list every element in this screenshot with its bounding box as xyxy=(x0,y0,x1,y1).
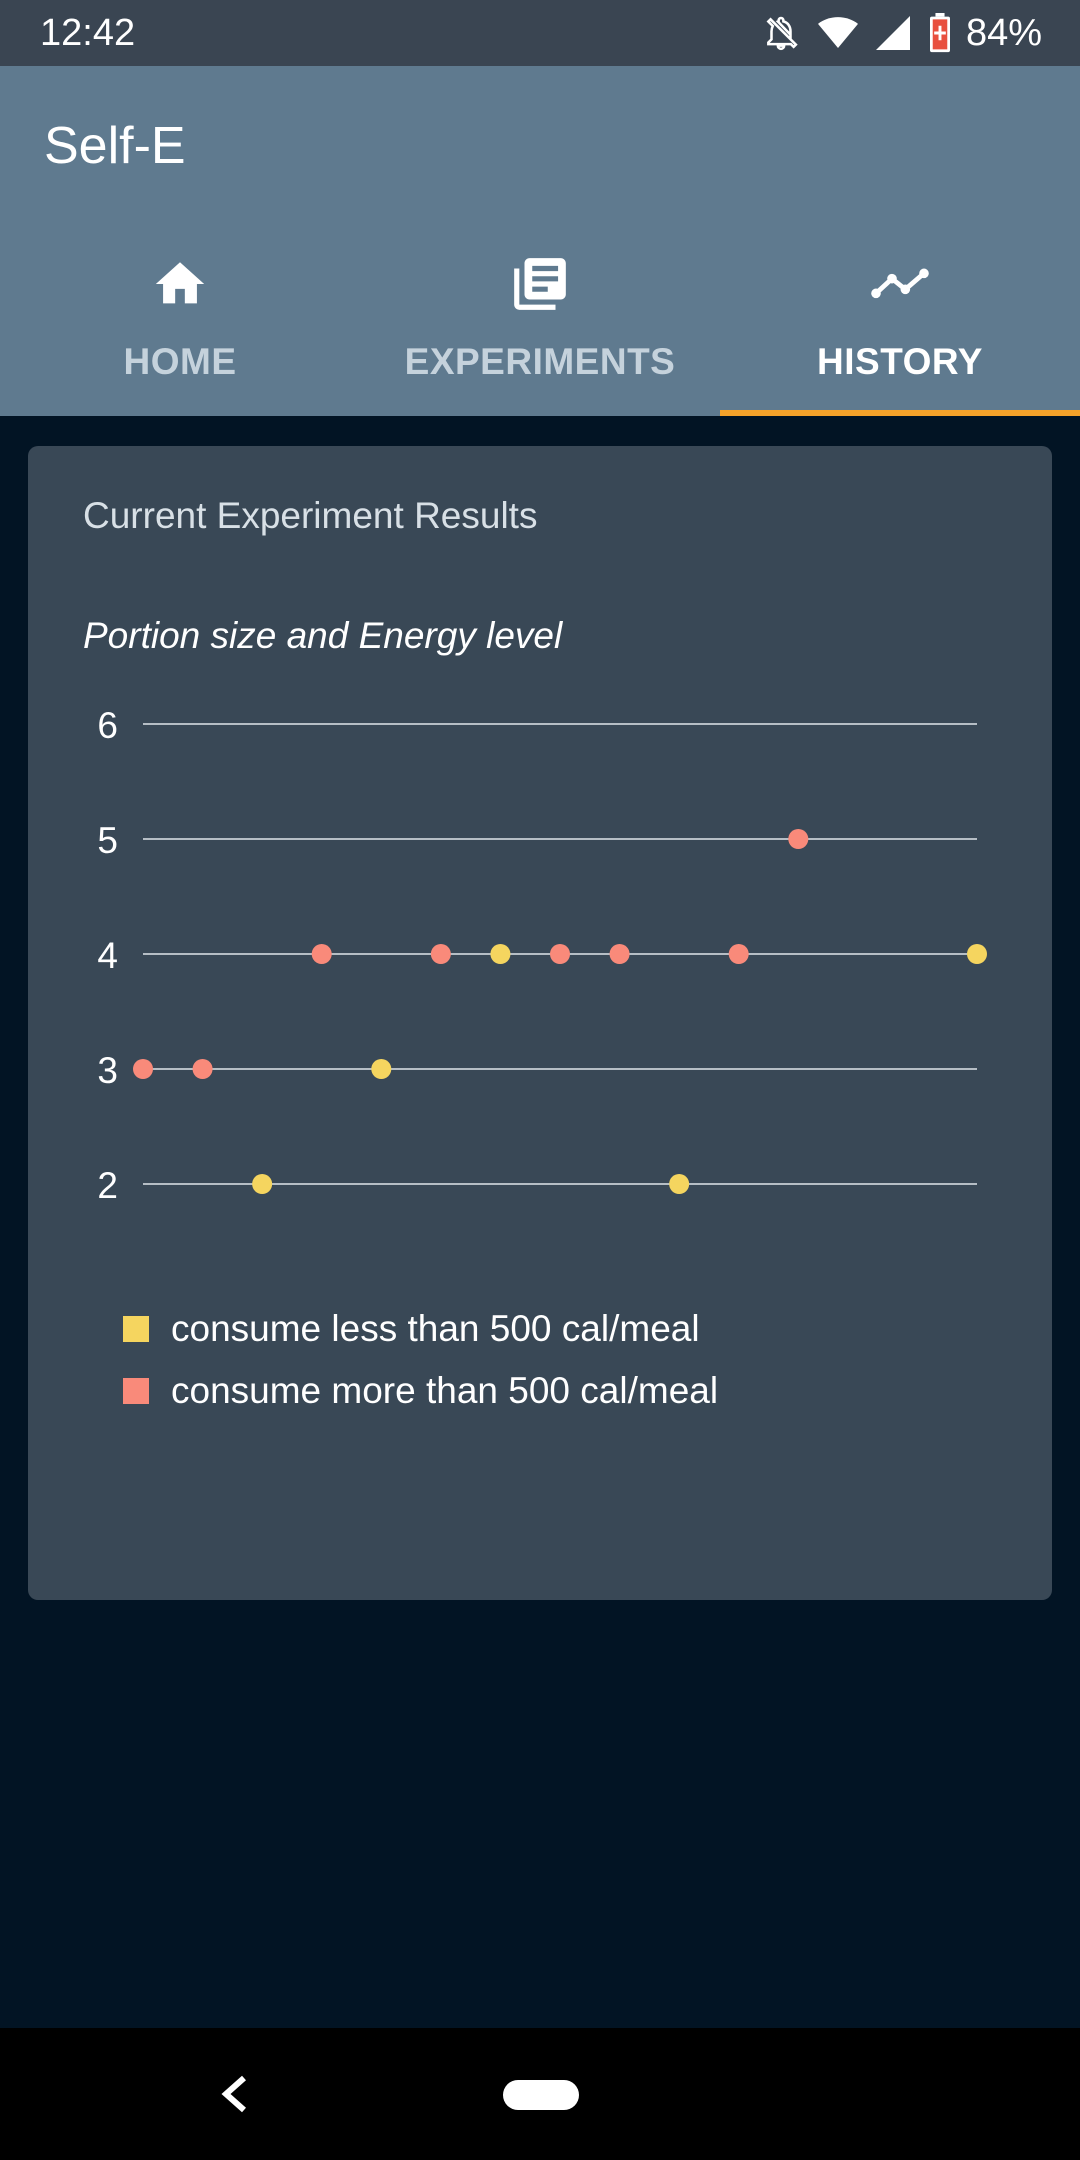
signal-icon xyxy=(875,15,910,51)
y-tick-label: 5 xyxy=(97,820,118,861)
y-tick-label: 2 xyxy=(97,1165,118,1206)
data-point-more xyxy=(609,944,630,964)
legend-swatch-more xyxy=(123,1378,149,1404)
timeline-icon xyxy=(720,254,1080,314)
y-tick-label: 6 xyxy=(97,705,118,746)
tab-experiments-label: EXPERIMENTS xyxy=(404,341,676,382)
y-tick-label: 4 xyxy=(97,935,118,976)
data-point-less xyxy=(490,944,511,964)
tab-history-label: HISTORY xyxy=(817,341,983,382)
legend-swatch-less xyxy=(123,1316,149,1342)
battery-icon xyxy=(928,13,952,53)
legend-label-less: consume less than 500 cal/meal xyxy=(171,1308,700,1349)
results-card: Current Experiment Results Portion size … xyxy=(28,446,1052,1600)
back-icon[interactable] xyxy=(218,2074,252,2114)
data-point-more xyxy=(430,944,451,964)
data-point-more xyxy=(133,1059,153,1079)
status-time: 12:42 xyxy=(40,12,136,54)
home-pill-button[interactable] xyxy=(503,2080,579,2110)
data-point-more xyxy=(550,944,570,964)
data-point-less xyxy=(669,1174,690,1194)
home-icon xyxy=(0,254,360,314)
data-point-more xyxy=(788,829,809,849)
legend-label-more: consume more than 500 cal/meal xyxy=(171,1370,719,1411)
legend-item-less: consume less than 500 cal/meal xyxy=(123,1298,718,1360)
y-tick-label: 3 xyxy=(97,1050,118,1091)
library-icon xyxy=(360,254,720,314)
status-icons: 84% xyxy=(762,10,1042,56)
chart-legend: consume less than 500 cal/meal consume m… xyxy=(123,1298,718,1422)
app-bar: Self-E HOME EXPERIMENTS xyxy=(0,66,1080,416)
data-point-more xyxy=(728,944,749,964)
data-point-less xyxy=(371,1059,392,1079)
card-title: Current Experiment Results xyxy=(83,495,538,536)
chart-title: Portion size and Energy level xyxy=(83,615,563,656)
data-point-less xyxy=(252,1174,273,1194)
app-title: Self-E xyxy=(44,117,186,175)
battery-percent: 84% xyxy=(965,12,1042,54)
tab-home[interactable]: HOME xyxy=(0,230,360,416)
tab-history[interactable]: HISTORY xyxy=(720,230,1080,416)
active-tab-indicator xyxy=(720,410,1080,416)
legend-item-more: consume more than 500 cal/meal xyxy=(123,1360,718,1422)
notifications-off-icon xyxy=(762,13,800,53)
scatter-chart: 6 5 4 3 2 xyxy=(97,705,987,1206)
tab-bar: HOME EXPERIMENTS HISTORY xyxy=(0,230,1080,416)
data-point-more xyxy=(311,944,332,964)
wifi-icon xyxy=(817,16,858,50)
navigation-bar xyxy=(0,2028,1080,2160)
data-point-more xyxy=(192,1059,213,1079)
tab-home-label: HOME xyxy=(123,341,237,382)
status-bar: 12:42 84% xyxy=(0,0,1080,66)
data-point-less xyxy=(967,944,987,964)
tab-experiments[interactable]: EXPERIMENTS xyxy=(360,230,720,416)
